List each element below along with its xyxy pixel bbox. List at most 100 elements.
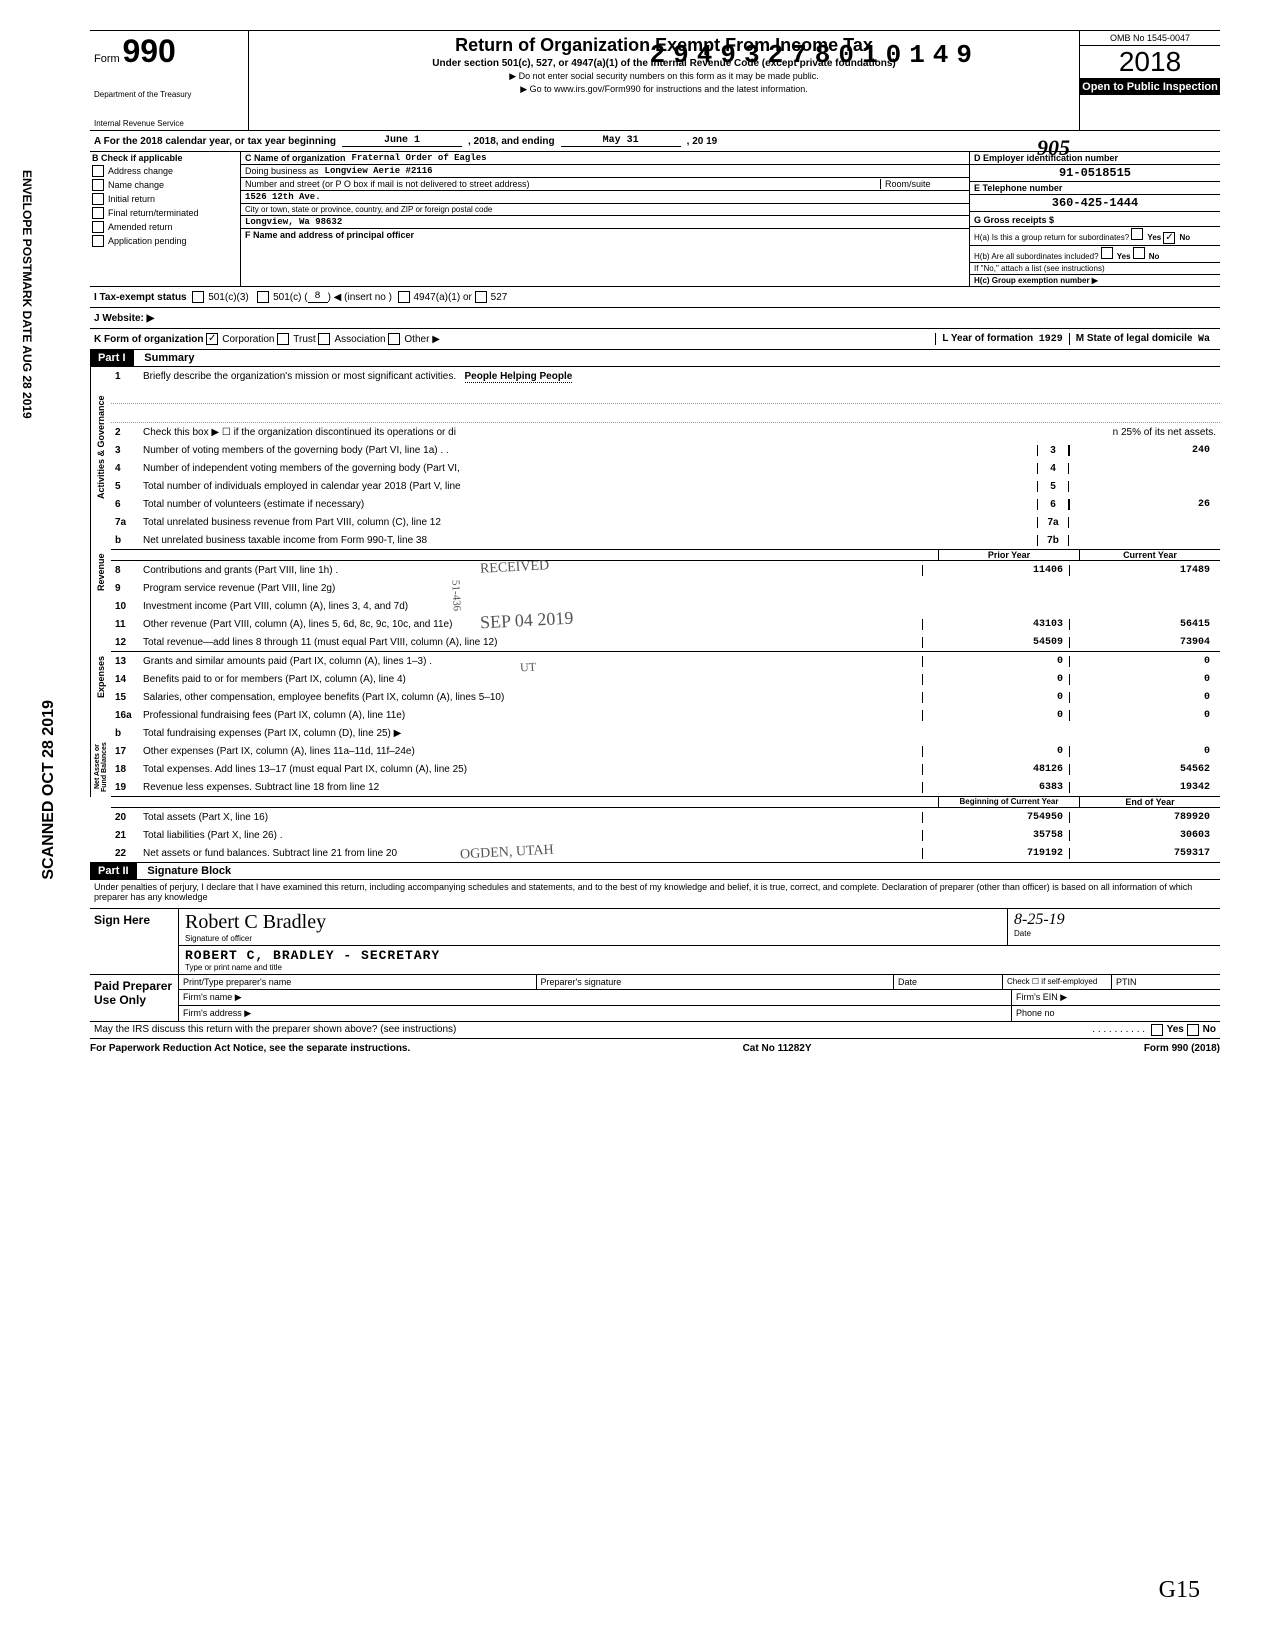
footer-right: Form 990 (2018) <box>1144 1043 1220 1054</box>
ha-row: H(a) Is this a group return for subordin… <box>970 227 1220 246</box>
checkbox-icon[interactable] <box>388 333 400 345</box>
checkbox-icon[interactable] <box>92 179 104 191</box>
firm-addr-label: Firm's address ▶ <box>179 1006 1012 1021</box>
check-pending: Application pending <box>90 234 240 248</box>
col-b-header: B Check if applicable <box>90 152 240 164</box>
dba-row: Doing business as Longview Aerie #2116 <box>241 165 969 178</box>
checkbox-icon[interactable] <box>92 207 104 219</box>
page-number-handwritten: G15 <box>1159 1577 1200 1604</box>
handwritten-code: 905 <box>1037 135 1070 161</box>
officer-label: F Name and address of principal officer <box>241 229 969 241</box>
name-label: Type or print name and title <box>185 963 1214 972</box>
footer-mid: Cat No 11282Y <box>743 1043 812 1054</box>
year-formation: 1929 <box>1039 334 1063 345</box>
postmark-stamp: ENVELOPE POSTMARK DATE AUG 28 2019 <box>20 170 34 419</box>
tax-year: 20201818 <box>1080 46 1220 79</box>
mission: People Helping People <box>465 371 573 383</box>
phone-value: 360-425-1444 <box>970 195 1220 212</box>
begin-year-header: Beginning of Current Year <box>938 797 1079 807</box>
column-c: C Name of organization Fraternal Order o… <box>241 152 969 286</box>
checkbox-icon[interactable] <box>318 333 330 345</box>
dept-treasury: Department of the Treasury <box>94 90 244 99</box>
city-value: Longview, Wa 98632 <box>241 216 969 229</box>
checkbox-icon[interactable] <box>1131 228 1143 240</box>
prior-year-header: Prior Year <box>938 550 1079 560</box>
part1-body: Activities & Governance Revenue Expenses… <box>90 367 1220 863</box>
side-expenses: Expenses <box>90 617 111 737</box>
current-year-header: Current Year <box>1079 550 1220 560</box>
prep-date-label: Date <box>894 975 1003 989</box>
officer-typed-name: ROBERT C, BRADLEY - SECRETARY <box>185 948 1214 963</box>
self-employed: Check ☐ if self-employed <box>1003 975 1112 989</box>
signature-block: Sign Here Robert C Bradley Signature of … <box>90 908 1220 975</box>
part2-header-row: Part II Signature Block <box>90 863 1220 880</box>
form-header-left: Form 990 Department of the Treasury Inte… <box>90 31 249 130</box>
checkbox-icon[interactable] <box>92 235 104 247</box>
checkbox-icon[interactable] <box>92 221 104 233</box>
column-b: B Check if applicable Address change Nam… <box>90 152 241 286</box>
side-revenue: Revenue <box>90 527 111 617</box>
checkbox-icon[interactable] <box>192 291 204 303</box>
checkbox-icon[interactable] <box>1187 1024 1199 1036</box>
check-final-return: Final return/terminated <box>90 206 240 220</box>
firm-phone-label: Phone no <box>1012 1006 1220 1021</box>
checkbox-icon[interactable] <box>92 165 104 177</box>
officer-signature: Robert C Bradley <box>185 911 1001 934</box>
checkbox-icon[interactable] <box>1163 232 1175 244</box>
checkbox-icon[interactable] <box>475 291 487 303</box>
firm-name-label: Firm's name ▶ <box>179 990 1012 1005</box>
line-a-mid: , 2018, and ending <box>468 136 555 147</box>
check-name-change: Name change <box>90 178 240 192</box>
ogden-stamp: UT <box>520 660 537 676</box>
form-page: 29493278010149 ENVELOPE POSTMARK DATE AU… <box>0 0 1280 1644</box>
hb-row: H(b) Are all subordinates included? Yes … <box>970 246 1220 263</box>
check-initial-return: Initial return <box>90 192 240 206</box>
date-label: Date <box>1014 929 1214 938</box>
check-amended: Amended return <box>90 220 240 234</box>
form-note1: ▶ Do not enter social security numbers o… <box>253 71 1075 82</box>
checkbox-icon[interactable] <box>277 333 289 345</box>
firm-ein-label: Firm's EIN ▶ <box>1012 990 1220 1005</box>
part2-title: Signature Block <box>147 865 231 877</box>
checkbox-icon[interactable] <box>1151 1024 1163 1036</box>
hc-label: H(c) Group exemption number ▶ <box>970 275 1220 286</box>
phone-label: E Telephone number <box>970 182 1220 195</box>
line-a-end2: , 20 19 <box>687 136 718 147</box>
501c-number: 8 <box>308 291 328 303</box>
checkbox-icon[interactable] <box>92 193 104 205</box>
fy-end: May 31 <box>561 135 681 147</box>
number-stamp: 51-436 <box>449 580 463 612</box>
org-name-row: C Name of organization Fraternal Order o… <box>241 152 969 165</box>
checkbox-icon[interactable] <box>257 291 269 303</box>
sig-date: 8-25-19 <box>1014 911 1214 929</box>
val-6: 26 <box>1069 499 1216 510</box>
checkbox-icon[interactable] <box>398 291 410 303</box>
ein-value: 91-0518515 <box>970 165 1220 182</box>
footer-left: For Paperwork Reduction Act Notice, see … <box>90 1043 410 1054</box>
dba-value: Longview Aerie #2116 <box>325 166 433 176</box>
checkbox-icon[interactable] <box>1101 247 1113 259</box>
fy-begin: June 1 <box>342 135 462 147</box>
row-j: J Website: ▶ <box>90 308 1220 329</box>
column-d: D Employer identification number 91-0518… <box>969 152 1220 286</box>
street-value: 1526 12th Ave. <box>241 191 969 204</box>
sign-here-label: Sign Here <box>90 909 179 974</box>
omb-number: OMB No 1545-0047 <box>1080 31 1220 46</box>
checkbox-icon[interactable] <box>1133 247 1145 259</box>
discuss-row: May the IRS discuss this return with the… <box>90 1022 1220 1039</box>
prep-name-label: Print/Type preparer's name <box>179 975 537 989</box>
checkbox-icon[interactable] <box>206 333 218 345</box>
part1-badge: Part I <box>90 350 134 366</box>
prep-sig-label: Preparer's signature <box>537 975 895 989</box>
dept-irs: Internal Revenue Service <box>94 119 244 128</box>
scanned-stamp: SCANNED OCT 28 2019 <box>40 700 58 880</box>
state-domicile: Wa <box>1198 334 1210 345</box>
part1-title: Summary <box>144 352 194 364</box>
form-number: 990 <box>122 33 175 69</box>
side-netassets: Net Assets or Fund Balances <box>90 737 111 797</box>
street-row: Number and street (or P O box if mail is… <box>241 178 969 191</box>
gross-receipts-label: G Gross receipts $ <box>970 214 1220 227</box>
city-label: City or town, state or province, country… <box>241 204 969 216</box>
check-address-change: Address change <box>90 164 240 178</box>
paid-preparer-block: Paid Preparer Use Only Print/Type prepar… <box>90 975 1220 1022</box>
